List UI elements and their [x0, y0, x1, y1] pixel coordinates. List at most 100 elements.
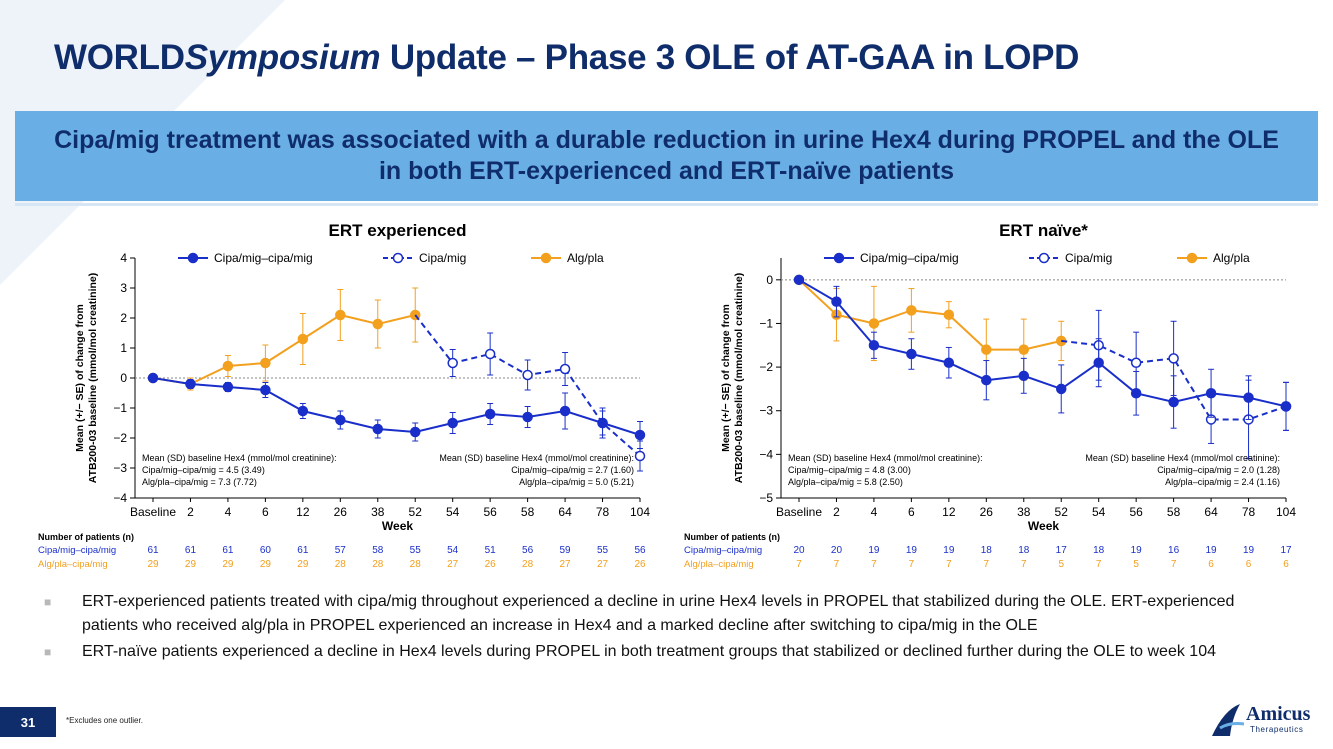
data-point — [1130, 357, 1142, 368]
x-tick-label: 38 — [1017, 505, 1031, 519]
n-table-cell: 17 — [1280, 545, 1292, 556]
n-table-cell: 19 — [1243, 545, 1255, 556]
data-point — [1055, 383, 1067, 395]
chart-ert-experienced: ERT experienced Cipa/mig–cipa/mig Cipa/mig… — [18, 208, 660, 578]
x-tick-label: 38 — [371, 505, 385, 519]
data-point — [335, 414, 346, 426]
data-point — [372, 318, 384, 330]
n-table-cell: 28 — [410, 559, 422, 570]
legend-marker-2 — [1186, 252, 1198, 264]
n-table-row-label: Alg/pla–cipa/mig — [684, 559, 754, 570]
annotation-left-line: Cipa/mig–cipa/mig = 4.5 (3.49) — [142, 465, 265, 475]
annotation-left-line: Alg/pla–cipa/mig = 5.8 (2.50) — [788, 477, 903, 487]
n-table-cell: 7 — [834, 559, 840, 570]
slide-title: WORLDSymposium Update – Phase 3 OLE of A… — [54, 38, 1080, 77]
data-point — [1093, 357, 1104, 368]
data-point — [260, 384, 271, 396]
n-table-cell: 7 — [1021, 559, 1027, 570]
data-point — [1130, 388, 1142, 399]
data-point — [981, 344, 992, 355]
y-axis-title: Mean (+/− SE) of change from ATB200-03 ba… — [74, 273, 99, 483]
y-tick-label: 2 — [120, 311, 127, 325]
n-table-cell: 7 — [871, 559, 877, 570]
chart-svg-0: ERT experienced Cipa/mig–cipa/mig Cipa/mig… — [38, 221, 650, 570]
n-table-cell: 55 — [410, 545, 422, 556]
y-axis-title-line1: Mean (+/− SE) of change from — [720, 304, 732, 452]
n-table-row-label: Cipa/mig–cipa/mig — [38, 545, 116, 556]
n-table-cell: 6 — [1208, 559, 1214, 570]
chart-svg-1: ERT naïve* Cipa/mig–cipa/mig Cipa/mig Alg/p… — [684, 221, 1296, 570]
n-table-cell: 7 — [1171, 559, 1177, 570]
annotation-left-line: Mean (SD) baseline Hex4 (mmol/mol creati… — [142, 453, 337, 463]
n-table-cell: 27 — [560, 559, 572, 570]
x-tick-label: 2 — [187, 505, 194, 519]
banner-text: Cipa/mig treatment was associated with a… — [54, 126, 1279, 185]
n-table-header: Number of patients (n) — [684, 532, 780, 542]
x-tick-label: 6 — [262, 505, 269, 519]
x-tick-label: 4 — [225, 505, 232, 519]
series-line-2 — [798, 279, 1062, 351]
n-table-cell: 55 — [597, 545, 609, 556]
x-tick-label: 104 — [1276, 505, 1296, 519]
x-tick-label: 54 — [1092, 505, 1106, 519]
legend-marker-2 — [540, 252, 552, 264]
n-table-cell: 7 — [984, 559, 990, 570]
y-tick-label: −2 — [113, 431, 127, 445]
n-table-row-label: Alg/pla–cipa/mig — [38, 559, 108, 570]
y-tick-label: −4 — [113, 491, 127, 505]
n-table-cell: 7 — [796, 559, 802, 570]
n-table-cell: 6 — [1283, 559, 1289, 570]
data-point — [297, 333, 309, 345]
n-table-cell: 59 — [560, 545, 572, 556]
n-table-cell: 27 — [447, 559, 459, 570]
x-axis-title: Week — [1028, 519, 1059, 533]
data-point — [447, 357, 458, 369]
logo-text: Amicus — [1246, 703, 1311, 725]
bullet-list: ■ ERT-experienced patients treated with c… — [44, 590, 1294, 666]
data-point — [1018, 344, 1030, 355]
data-point — [634, 429, 646, 441]
annotation-right-line: Alg/pla–cipa/mig = 5.0 (5.21) — [519, 477, 634, 487]
n-table-cell: 27 — [597, 559, 609, 570]
x-tick-label: 52 — [409, 505, 423, 519]
n-table-cell: 29 — [185, 559, 197, 570]
n-table-cell: 20 — [831, 545, 843, 556]
n-table-cell: 26 — [485, 559, 497, 570]
data-point — [335, 309, 346, 321]
amicus-logo-icon — [1212, 704, 1245, 736]
y-tick-label: 3 — [120, 281, 127, 295]
key-message-banner: Cipa/mig treatment was associated with a… — [15, 111, 1318, 201]
data-point — [372, 423, 384, 435]
n-table-cell: 61 — [297, 545, 309, 556]
n-table-cell: 61 — [222, 545, 234, 556]
data-point — [831, 296, 842, 307]
bullet-item-2: ■ ERT-naïve patients experienced a declin… — [44, 640, 1294, 664]
x-tick-label: 54 — [446, 505, 460, 519]
x-tick-label: 52 — [1055, 505, 1069, 519]
n-table-cell: 29 — [297, 559, 309, 570]
n-table-cell: 7 — [946, 559, 952, 570]
n-table-cell: 5 — [1133, 559, 1139, 570]
data-point — [297, 405, 309, 417]
y-tick-label: −1 — [113, 401, 127, 415]
series-line-0 — [152, 377, 641, 436]
x-tick-label: 26 — [980, 505, 994, 519]
n-table-cell: 18 — [1018, 545, 1030, 556]
legend-marker-0 — [187, 252, 199, 264]
n-table-cell: 54 — [447, 545, 459, 556]
n-table-cell: 51 — [485, 545, 497, 556]
y-tick-label: 0 — [766, 273, 773, 287]
n-table-cell: 20 — [793, 545, 805, 556]
x-tick-label: 104 — [630, 505, 650, 519]
n-table-cell: 19 — [906, 545, 918, 556]
data-point — [1205, 388, 1217, 399]
x-tick-label: 78 — [596, 505, 610, 519]
data-point — [147, 372, 159, 384]
n-table-cell: 16 — [1168, 545, 1180, 556]
data-point — [522, 369, 533, 381]
y-axis-title-line2: ATB200-03 baseline (mmol/mol creatinine) — [733, 273, 745, 483]
n-table-cell: 29 — [222, 559, 234, 570]
data-point — [943, 309, 955, 320]
data-point — [447, 417, 458, 429]
chart-title: ERT naïve* — [999, 221, 1088, 240]
